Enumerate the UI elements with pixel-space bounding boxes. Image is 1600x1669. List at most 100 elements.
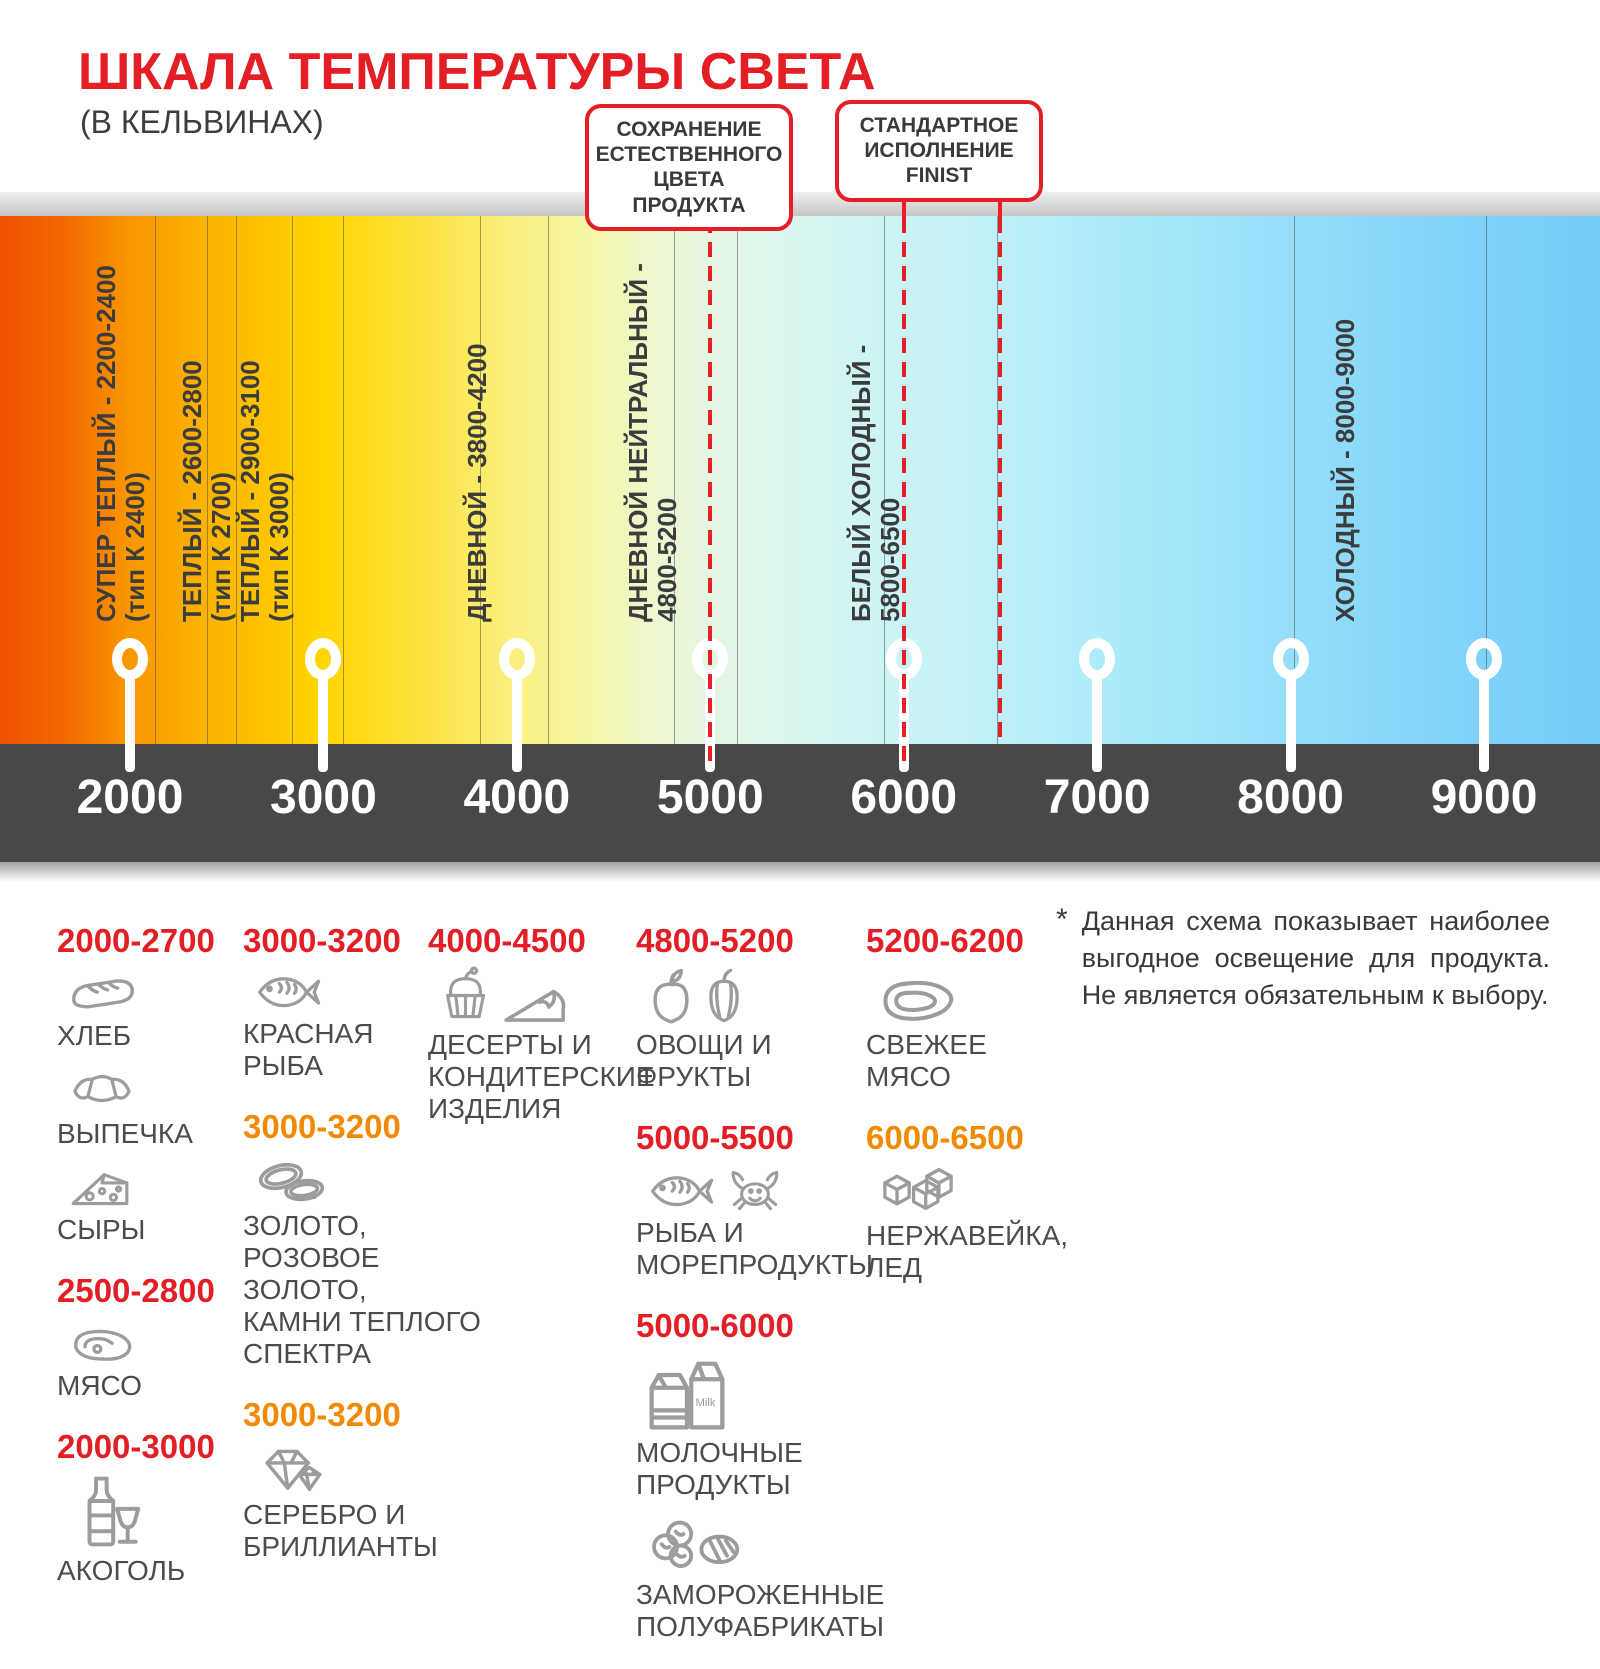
product-icons — [636, 966, 921, 1025]
zone-boundary-line — [547, 216, 549, 744]
zone-label-1: СУПЕР ТЕПЛЫЙ - 2200-2400 (тип К 2400) — [91, 265, 150, 622]
product-label: ЗОЛОТО, РОЗОВОЕ ЗОЛОТО, КАМНИ ТЕПЛОГО СП… — [243, 1210, 481, 1369]
product-label: РЫБА И МОРЕПРОДУКТЫ — [636, 1217, 874, 1280]
product-label: СВЕЖЕЕ МЯСО — [866, 1029, 987, 1092]
product-icons — [866, 966, 1071, 1025]
product-label: ХЛЕБ — [57, 1020, 132, 1051]
product-icons — [243, 1440, 493, 1495]
product-icons — [57, 1160, 252, 1210]
steak-icon — [876, 966, 962, 1025]
product-label: СЕРЕБРО И БРИЛЛИАНТЫ — [243, 1499, 438, 1562]
range-heading: 2500-2800 — [57, 1272, 215, 1309]
top-shadow-band — [0, 192, 1600, 216]
diamonds-icon — [253, 1440, 327, 1495]
zone-boundary-line — [236, 216, 238, 744]
alcohol-icon — [67, 1472, 141, 1551]
product-icons — [636, 1511, 921, 1575]
callout-finist-standard: СТАНДАРТНОЕ ИСПОЛНЕНИЕ FINIST — [835, 100, 1043, 202]
zone-label-5: ДНЕВНОЙ НЕЙТРАЛЬНЫЙ - 4800-5200 — [623, 263, 682, 622]
zone-label-4: ДНЕВНОЙ - 3800-4200 — [462, 343, 492, 622]
product-label: ВЫПЕЧКА — [57, 1118, 193, 1149]
range-heading: 3000-3200 — [243, 1108, 401, 1145]
zone-boundary-line — [155, 216, 157, 744]
product-group: 4800-5200 ОВОЩИ И ФРУКТЫ — [636, 922, 921, 1093]
zone-boundary-line — [996, 216, 998, 744]
croissant-icon — [67, 1062, 137, 1114]
product-label: ОВОЩИ И ФРУКТЫ — [636, 1029, 772, 1092]
rings-icon — [253, 1152, 331, 1206]
product-label: ЗАМОРОЖЕННЫЕ ПОЛУФАБРИКАТЫ — [636, 1579, 885, 1642]
scale-pin-4000 — [498, 638, 535, 680]
scale-pin-stem-9000 — [1479, 672, 1489, 772]
scale-pin-stem-7000 — [1092, 672, 1103, 772]
zone-boundary-line — [480, 216, 482, 744]
range-heading: 5000-6000 — [636, 1307, 794, 1344]
product-label: СЫРЫ — [57, 1214, 146, 1245]
scale-pin-stem-3000 — [318, 672, 329, 772]
apple-icon — [646, 966, 696, 1025]
zone-boundary-line — [737, 216, 739, 744]
product-label: АКОГОЛЬ — [57, 1555, 186, 1586]
pointer-dashed-line-5000 — [708, 218, 713, 770]
product-group: 3000-3200 СЕРЕБРО И БРИЛЛИАНТЫ — [243, 1396, 493, 1563]
product-icons — [57, 966, 252, 1016]
scale-pin-stem-4000 — [511, 672, 522, 772]
zone-boundary-line — [1294, 216, 1296, 744]
cupcake-icon — [438, 966, 493, 1025]
product-column-2: 3000-3200 КРАСНАЯ РЫБА 3000-3200 ЗОЛОТО, РО… — [243, 922, 493, 1589]
product-icons — [243, 966, 493, 1014]
product-group: 2000-2700 ХЛЕБ ВЫПЕЧКА СЫРЫ — [57, 922, 252, 1246]
scale-pin-2000 — [112, 638, 148, 680]
pepper-icon — [702, 966, 746, 1025]
pointer-dashed-line-6000 — [901, 218, 906, 770]
product-label: МЯСО — [57, 1370, 142, 1401]
range-heading: 2000-2700 — [57, 922, 215, 959]
milk-icon: Milk — [646, 1351, 728, 1433]
range-heading: 4000-4500 — [428, 922, 586, 959]
scale-pin-stem-8000 — [1285, 672, 1296, 772]
product-group: 5200-6200 СВЕЖЕЕ МЯСО — [866, 922, 1071, 1093]
frozen-icon — [646, 1511, 744, 1575]
product-label: НЕРЖАВЕЙКА, ЛЕД — [866, 1220, 1069, 1283]
product-group: 2500-2800 МЯСО — [57, 1272, 252, 1402]
scale-pin-stem-2000 — [125, 672, 135, 772]
product-column-3: 4000-4500 ДЕСЕРТЫ И КОНДИТЕРСКИЕ ИЗДЕЛИЯ — [428, 922, 655, 1151]
product-icons — [428, 966, 643, 1025]
product-label: ДЕСЕРТЫ И КОНДИТЕРСКИЕ ИЗДЕЛИЯ — [428, 1029, 655, 1124]
product-icons: Milk — [636, 1351, 921, 1433]
fish-icon — [646, 1165, 716, 1213]
scale-pin-3000 — [305, 638, 342, 680]
kelvin-axis-bar: 2000 3000 4000 5000 6000 7000 8000 9000 — [0, 744, 1600, 862]
range-heading: 5000-5500 — [636, 1119, 794, 1156]
callout-natural-color: СОХРАНЕНИЕ ЕСТЕСТВЕННОГО ЦВЕТА ПРОДУКТА — [585, 104, 793, 231]
zone-boundary-line — [342, 216, 344, 744]
range-heading: 3000-3200 — [243, 1396, 401, 1433]
range-heading: 4800-5200 — [636, 922, 794, 959]
range-heading: 2000-3000 — [57, 1428, 215, 1465]
ice-icon — [876, 1163, 960, 1216]
product-group: 6000-6500 НЕРЖАВЕЙКА, ЛЕД — [866, 1119, 1071, 1284]
product-icons — [636, 1163, 921, 1213]
bread-icon — [67, 966, 139, 1016]
zone-label-3: ТЕПЛЫЙ - 2900-3100 (тип К 3000) — [235, 360, 294, 622]
product-icons — [57, 1472, 252, 1551]
scale-pin-8000 — [1272, 638, 1309, 680]
product-group: 4000-4500 ДЕСЕРТЫ И КОНДИТЕРСКИЕ ИЗДЕЛИЯ — [428, 922, 655, 1125]
range-heading: 6000-6500 — [866, 1119, 1024, 1156]
product-column-5: 5200-6200 СВЕЖЕЕ МЯСО 6000-6500 НЕРЖАВЕЙКА,… — [866, 922, 1071, 1310]
product-label: КРАСНАЯ РЫБА — [243, 1018, 374, 1081]
svg-text:Milk: Milk — [695, 1397, 715, 1409]
range-heading: 5200-6200 — [866, 922, 1024, 959]
range-heading: 3000-3200 — [243, 922, 401, 959]
zone-boundary-line — [673, 216, 675, 744]
cake-slice-icon — [499, 970, 575, 1025]
page-title: ШКАЛА ТЕМПЕРАТУРЫ СВЕТА — [78, 43, 876, 101]
cheese-icon — [67, 1160, 133, 1210]
product-group: 3000-3200 ЗОЛОТО, РОЗОВОЕ ЗОЛОТО, КАМНИ Т… — [243, 1108, 493, 1370]
callout-pointer-stem — [998, 198, 1003, 220]
infographic-root: ШКАЛА ТЕМПЕРАТУРЫ СВЕТА (В КЕЛЬВИНАХ) СО… — [0, 43, 1600, 1642]
page-subtitle: (В КЕЛЬВИНАХ) — [80, 104, 324, 140]
product-group: 5000-6000 Milk МОЛОЧНЫЕ ПРОДУКТЫ ЗАМОРОЖЕНН… — [636, 1307, 921, 1643]
zone-label-7: ХОЛОДНЫЙ - 8000-9000 — [1330, 318, 1360, 622]
scale-pin-9000 — [1466, 638, 1502, 680]
